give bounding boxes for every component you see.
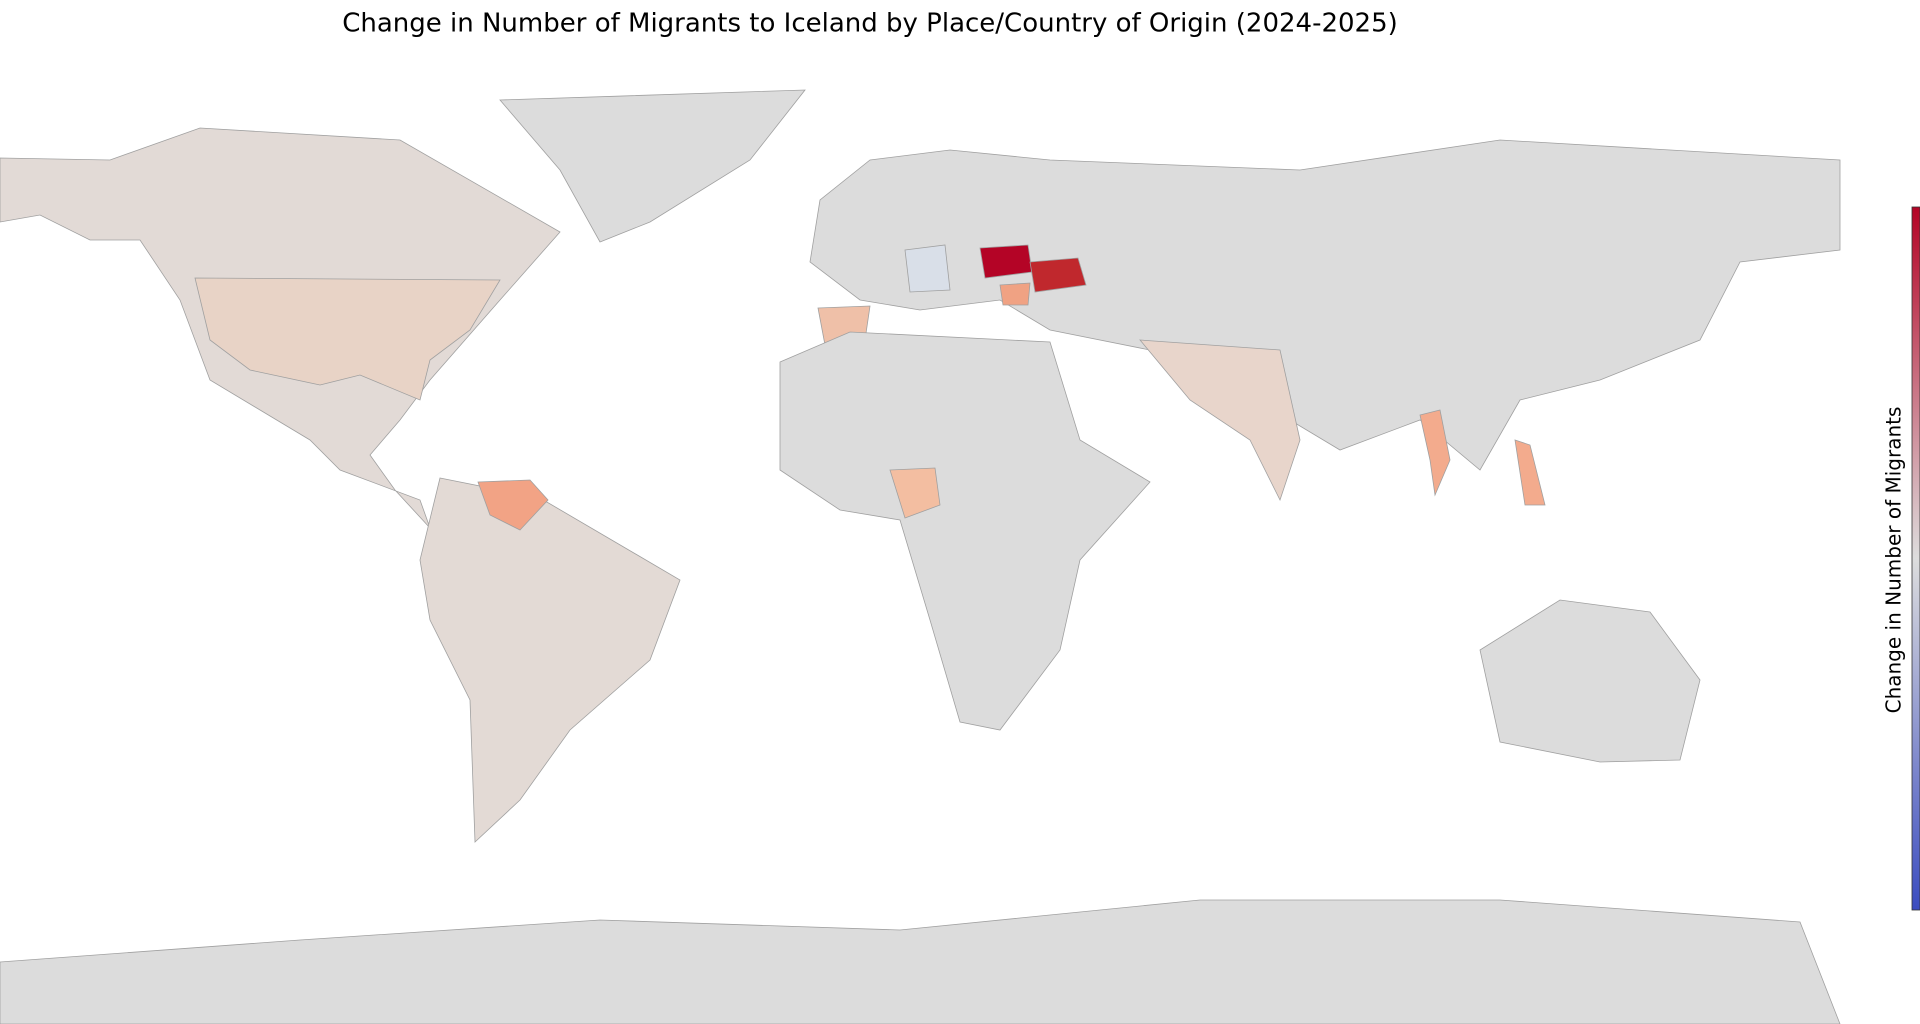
colorbar-label: Change in Number of Migrants bbox=[1882, 407, 1906, 714]
united-states bbox=[194, 277, 501, 401]
germany bbox=[904, 244, 951, 293]
nigeria bbox=[889, 467, 941, 519]
south-asia bbox=[1139, 339, 1301, 502]
south-america bbox=[419, 477, 681, 843]
antarctica bbox=[0, 899, 1841, 1024]
africa bbox=[779, 331, 1151, 731]
world-map bbox=[0, 89, 1841, 1024]
romania bbox=[999, 282, 1031, 306]
australia bbox=[1479, 599, 1701, 763]
colorbar bbox=[1911, 206, 1920, 911]
venezuela bbox=[477, 479, 549, 531]
eurasia bbox=[809, 139, 1841, 471]
philippines bbox=[1514, 439, 1546, 506]
greenland bbox=[499, 89, 806, 243]
ukraine bbox=[1029, 257, 1087, 293]
map-title: Change in Number of Migrants to Iceland … bbox=[342, 9, 1398, 39]
poland bbox=[979, 244, 1033, 279]
vietnam bbox=[1419, 409, 1451, 497]
